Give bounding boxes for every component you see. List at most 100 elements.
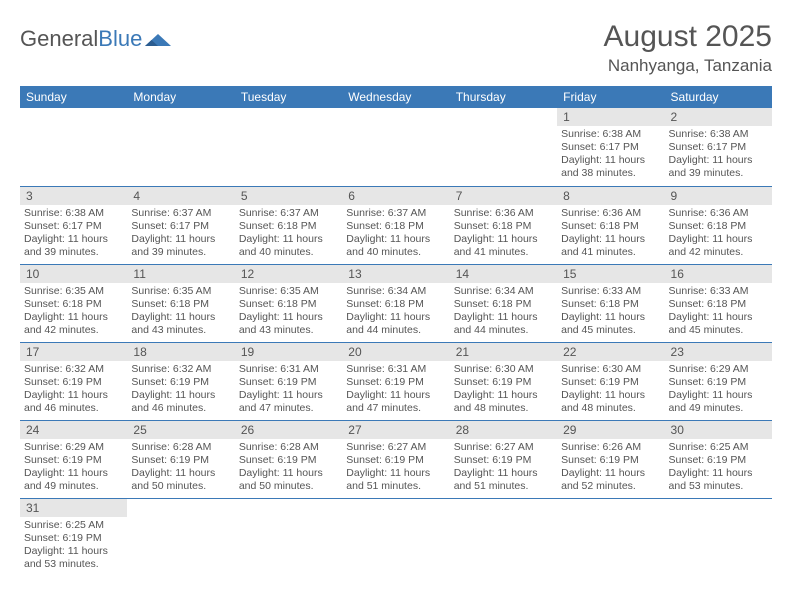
day-number: 5 xyxy=(235,187,342,205)
calendar-row: 31Sunrise: 6:25 AMSunset: 6:19 PMDayligh… xyxy=(20,498,772,576)
daylight-line: Daylight: 11 hours and 43 minutes. xyxy=(239,311,338,337)
calendar-row: 17Sunrise: 6:32 AMSunset: 6:19 PMDayligh… xyxy=(20,342,772,420)
day-number: 19 xyxy=(235,343,342,361)
calendar-cell: 24Sunrise: 6:29 AMSunset: 6:19 PMDayligh… xyxy=(20,420,127,498)
sunrise-line: Sunrise: 6:36 AM xyxy=(669,207,768,220)
title-block: August 2025 Nanhyanga, Tanzania xyxy=(604,20,772,76)
day-details: Sunrise: 6:28 AMSunset: 6:19 PMDaylight:… xyxy=(127,439,234,498)
calendar-cell: 27Sunrise: 6:27 AMSunset: 6:19 PMDayligh… xyxy=(342,420,449,498)
daylight-line: Daylight: 11 hours and 50 minutes. xyxy=(131,467,230,493)
day-details: Sunrise: 6:34 AMSunset: 6:18 PMDaylight:… xyxy=(450,283,557,342)
sunset-line: Sunset: 6:18 PM xyxy=(346,298,445,311)
day-number: 14 xyxy=(450,265,557,283)
calendar-row: 10Sunrise: 6:35 AMSunset: 6:18 PMDayligh… xyxy=(20,264,772,342)
calendar-cell: 28Sunrise: 6:27 AMSunset: 6:19 PMDayligh… xyxy=(450,420,557,498)
sunset-line: Sunset: 6:18 PM xyxy=(454,298,553,311)
sunset-line: Sunset: 6:19 PM xyxy=(454,454,553,467)
daylight-line: Daylight: 11 hours and 46 minutes. xyxy=(24,389,123,415)
flag-icon xyxy=(145,26,171,52)
calendar-cell-empty xyxy=(235,108,342,186)
sunrise-line: Sunrise: 6:38 AM xyxy=(561,128,660,141)
sunrise-line: Sunrise: 6:27 AM xyxy=(454,441,553,454)
sunrise-line: Sunrise: 6:36 AM xyxy=(561,207,660,220)
sunset-line: Sunset: 6:17 PM xyxy=(24,220,123,233)
sunset-line: Sunset: 6:18 PM xyxy=(131,298,230,311)
calendar-cell: 5Sunrise: 6:37 AMSunset: 6:18 PMDaylight… xyxy=(235,186,342,264)
day-number: 8 xyxy=(557,187,664,205)
calendar-cell: 31Sunrise: 6:25 AMSunset: 6:19 PMDayligh… xyxy=(20,498,127,576)
day-details: Sunrise: 6:33 AMSunset: 6:18 PMDaylight:… xyxy=(665,283,772,342)
daylight-line: Daylight: 11 hours and 39 minutes. xyxy=(669,154,768,180)
calendar-cell: 2Sunrise: 6:38 AMSunset: 6:17 PMDaylight… xyxy=(665,108,772,186)
location: Nanhyanga, Tanzania xyxy=(604,56,772,76)
day-details: Sunrise: 6:29 AMSunset: 6:19 PMDaylight:… xyxy=(20,439,127,498)
sunset-line: Sunset: 6:19 PM xyxy=(669,376,768,389)
daylight-line: Daylight: 11 hours and 52 minutes. xyxy=(561,467,660,493)
calendar-cell: 21Sunrise: 6:30 AMSunset: 6:19 PMDayligh… xyxy=(450,342,557,420)
daylight-line: Daylight: 11 hours and 53 minutes. xyxy=(669,467,768,493)
daylight-line: Daylight: 11 hours and 39 minutes. xyxy=(24,233,123,259)
day-number: 31 xyxy=(20,499,127,517)
day-number: 12 xyxy=(235,265,342,283)
calendar-cell: 19Sunrise: 6:31 AMSunset: 6:19 PMDayligh… xyxy=(235,342,342,420)
calendar-cell-empty xyxy=(557,498,664,576)
sunset-line: Sunset: 6:18 PM xyxy=(24,298,123,311)
calendar-cell-empty xyxy=(235,498,342,576)
sunrise-line: Sunrise: 6:33 AM xyxy=(561,285,660,298)
calendar-cell: 11Sunrise: 6:35 AMSunset: 6:18 PMDayligh… xyxy=(127,264,234,342)
day-details: Sunrise: 6:27 AMSunset: 6:19 PMDaylight:… xyxy=(342,439,449,498)
calendar-cell: 30Sunrise: 6:25 AMSunset: 6:19 PMDayligh… xyxy=(665,420,772,498)
day-number: 20 xyxy=(342,343,449,361)
month-title: August 2025 xyxy=(604,20,772,54)
sunset-line: Sunset: 6:18 PM xyxy=(561,298,660,311)
sunset-line: Sunset: 6:19 PM xyxy=(131,454,230,467)
daylight-line: Daylight: 11 hours and 46 minutes. xyxy=(131,389,230,415)
day-details: Sunrise: 6:35 AMSunset: 6:18 PMDaylight:… xyxy=(20,283,127,342)
day-number: 2 xyxy=(665,108,772,126)
calendar-cell: 3Sunrise: 6:38 AMSunset: 6:17 PMDaylight… xyxy=(20,186,127,264)
day-number: 17 xyxy=(20,343,127,361)
sunrise-line: Sunrise: 6:31 AM xyxy=(239,363,338,376)
sunrise-line: Sunrise: 6:38 AM xyxy=(24,207,123,220)
weekday-header: Thursday xyxy=(450,86,557,108)
calendar-cell-empty xyxy=(342,498,449,576)
day-details: Sunrise: 6:36 AMSunset: 6:18 PMDaylight:… xyxy=(665,205,772,264)
daylight-line: Daylight: 11 hours and 47 minutes. xyxy=(239,389,338,415)
sunrise-line: Sunrise: 6:34 AM xyxy=(346,285,445,298)
day-details: Sunrise: 6:38 AMSunset: 6:17 PMDaylight:… xyxy=(20,205,127,264)
day-details: Sunrise: 6:32 AMSunset: 6:19 PMDaylight:… xyxy=(127,361,234,420)
weekday-header: Wednesday xyxy=(342,86,449,108)
day-number: 23 xyxy=(665,343,772,361)
calendar-cell: 17Sunrise: 6:32 AMSunset: 6:19 PMDayligh… xyxy=(20,342,127,420)
day-details: Sunrise: 6:25 AMSunset: 6:19 PMDaylight:… xyxy=(20,517,127,576)
sunrise-line: Sunrise: 6:30 AM xyxy=(561,363,660,376)
daylight-line: Daylight: 11 hours and 40 minutes. xyxy=(239,233,338,259)
calendar-cell: 14Sunrise: 6:34 AMSunset: 6:18 PMDayligh… xyxy=(450,264,557,342)
calendar-cell-empty xyxy=(127,498,234,576)
calendar-cell-empty xyxy=(450,498,557,576)
daylight-line: Daylight: 11 hours and 44 minutes. xyxy=(346,311,445,337)
daylight-line: Daylight: 11 hours and 49 minutes. xyxy=(669,389,768,415)
sunset-line: Sunset: 6:18 PM xyxy=(669,220,768,233)
sunrise-line: Sunrise: 6:26 AM xyxy=(561,441,660,454)
calendar-cell-empty xyxy=(342,108,449,186)
day-details: Sunrise: 6:27 AMSunset: 6:19 PMDaylight:… xyxy=(450,439,557,498)
sunset-line: Sunset: 6:19 PM xyxy=(346,454,445,467)
day-details: Sunrise: 6:31 AMSunset: 6:19 PMDaylight:… xyxy=(342,361,449,420)
day-details: Sunrise: 6:29 AMSunset: 6:19 PMDaylight:… xyxy=(665,361,772,420)
daylight-line: Daylight: 11 hours and 44 minutes. xyxy=(454,311,553,337)
sunrise-line: Sunrise: 6:28 AM xyxy=(239,441,338,454)
sunset-line: Sunset: 6:19 PM xyxy=(24,454,123,467)
daylight-line: Daylight: 11 hours and 51 minutes. xyxy=(346,467,445,493)
calendar-cell-empty xyxy=(450,108,557,186)
sunrise-line: Sunrise: 6:29 AM xyxy=(24,441,123,454)
sunset-line: Sunset: 6:19 PM xyxy=(669,454,768,467)
sunrise-line: Sunrise: 6:35 AM xyxy=(24,285,123,298)
day-number: 27 xyxy=(342,421,449,439)
calendar-cell: 7Sunrise: 6:36 AMSunset: 6:18 PMDaylight… xyxy=(450,186,557,264)
calendar-cell: 4Sunrise: 6:37 AMSunset: 6:17 PMDaylight… xyxy=(127,186,234,264)
sunset-line: Sunset: 6:19 PM xyxy=(561,376,660,389)
calendar-row: 24Sunrise: 6:29 AMSunset: 6:19 PMDayligh… xyxy=(20,420,772,498)
sunrise-line: Sunrise: 6:30 AM xyxy=(454,363,553,376)
day-details: Sunrise: 6:31 AMSunset: 6:19 PMDaylight:… xyxy=(235,361,342,420)
